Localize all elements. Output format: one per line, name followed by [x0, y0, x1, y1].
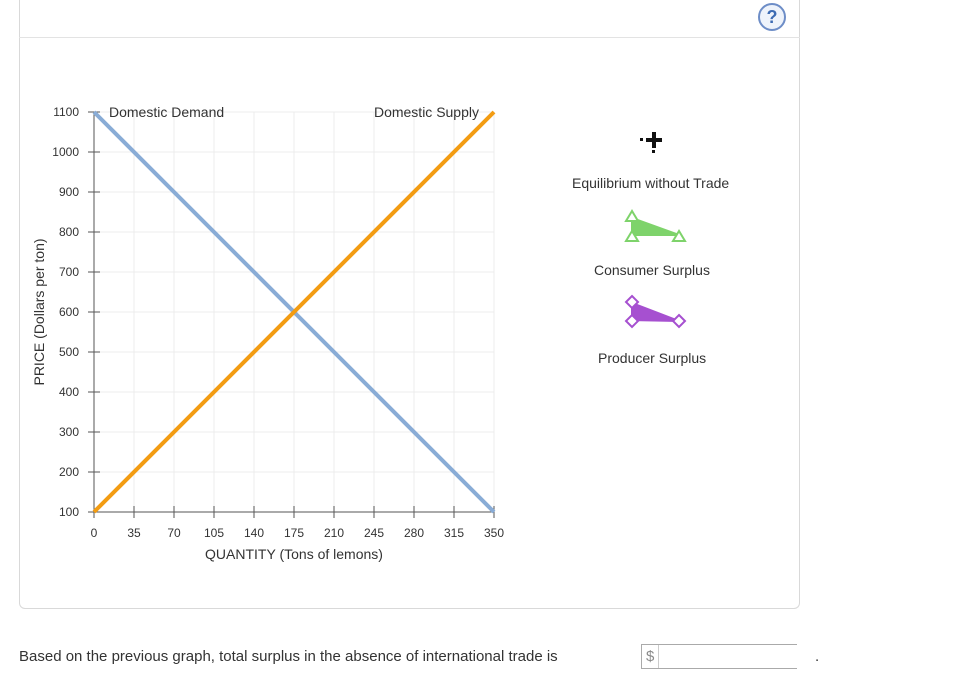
- x-tick-label: 70: [167, 526, 181, 540]
- y-tick-label: 1100: [53, 105, 79, 119]
- graph-panel: [19, 0, 800, 609]
- y-tick-label: 300: [59, 425, 79, 439]
- question-text: Based on the previous graph, total surpl…: [19, 648, 558, 665]
- y-tick-label: 700: [59, 265, 79, 279]
- y-tick-label: 100: [59, 505, 79, 519]
- y-tick-label: 500: [59, 345, 79, 359]
- x-tick-label: 245: [364, 526, 384, 540]
- y-tick-label: 200: [59, 465, 79, 479]
- x-tick-label: 140: [244, 526, 264, 540]
- supply-curve-label: Domestic Supply: [374, 104, 479, 120]
- x-tick-label: 35: [127, 526, 141, 540]
- y-tick-label: 900: [59, 185, 79, 199]
- y-axis-title: PRICE (Dollars per ton): [31, 238, 47, 385]
- x-axis-title: QUANTITY (Tons of lemons): [205, 546, 383, 562]
- currency-symbol: $: [642, 645, 660, 668]
- x-tick-label: 350: [484, 526, 504, 540]
- x-tick-label: 210: [324, 526, 344, 540]
- chart-series: [92, 110, 496, 514]
- producer-surplus-tool-icon[interactable]: [624, 294, 687, 329]
- y-tick-label: 1000: [52, 145, 79, 159]
- x-tick-label: 280: [404, 526, 424, 540]
- x-tick-label: 175: [284, 526, 304, 540]
- y-tick-label: 400: [59, 385, 79, 399]
- demand-curve-label: Domestic Demand: [109, 104, 224, 120]
- help-button[interactable]: ?: [758, 3, 786, 31]
- equilibrium-tool-icon[interactable]: [640, 132, 662, 153]
- supply-curve: [92, 110, 496, 514]
- y-tick-label: 600: [59, 305, 79, 319]
- consumer-surplus-legend-label: Consumer Surplus: [594, 262, 710, 278]
- answer-field[interactable]: $: [641, 644, 845, 669]
- equilibrium-legend-label: Equilibrium without Trade: [572, 175, 730, 191]
- x-tick-label: 105: [204, 526, 224, 540]
- chart-ticks: 0 35 70 105 140 175 210 245 280 315 350 100 200 300 40…: [52, 105, 504, 540]
- consumer-surplus-tool-icon[interactable]: [624, 209, 687, 242]
- total-surplus-input[interactable]: [659, 645, 845, 668]
- x-tick-label: 315: [444, 526, 464, 540]
- question-period: .: [815, 648, 820, 665]
- x-tick-label: 0: [91, 526, 98, 540]
- y-tick-label: 800: [59, 225, 79, 239]
- producer-surplus-legend-label: Producer Surplus: [598, 350, 707, 366]
- panel-divider: [19, 37, 800, 38]
